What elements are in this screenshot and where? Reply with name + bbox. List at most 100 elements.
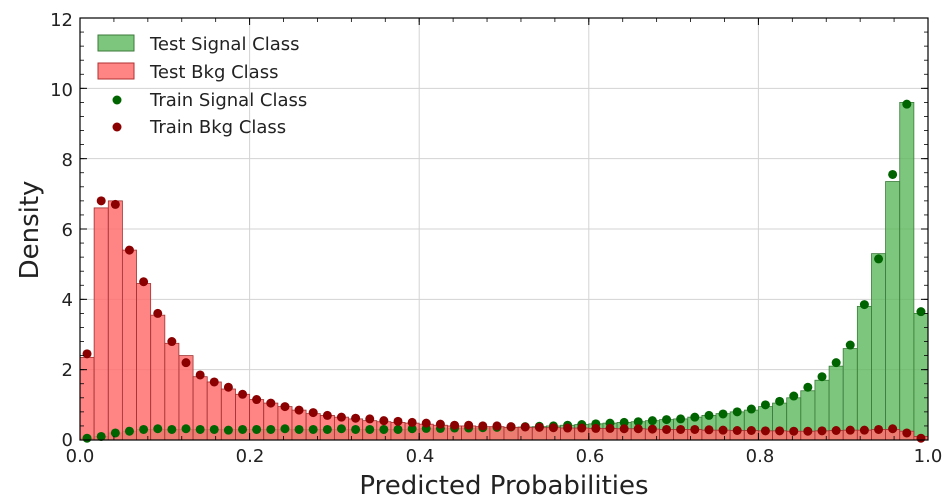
point-train-bkg-7 — [181, 358, 191, 368]
point-train-bkg-32 — [534, 422, 544, 432]
point-train-bkg-41 — [662, 424, 672, 434]
bar-test-signal-58 — [899, 102, 915, 441]
point-train-signal-7 — [181, 424, 191, 434]
legend-marker-train-bkg — [112, 122, 122, 132]
point-train-signal-56 — [874, 254, 884, 264]
point-train-signal-0 — [82, 433, 92, 443]
point-train-bkg-24 — [421, 418, 431, 428]
point-train-signal-9 — [209, 424, 219, 434]
y-tick-label-4: 8 — [62, 150, 73, 171]
point-train-signal-52 — [817, 372, 827, 382]
point-train-signal-8 — [195, 424, 205, 434]
bar-test-signal-57 — [885, 181, 901, 441]
point-train-signal-45 — [718, 409, 728, 419]
y-tick-label-1: 2 — [62, 360, 73, 381]
point-train-signal-20 — [365, 424, 375, 434]
x-tick-label-0: 0.0 — [66, 446, 95, 467]
point-train-bkg-2 — [110, 199, 120, 209]
point-train-signal-48 — [760, 400, 770, 410]
legend-label-train-bkg: Train Bkg Class — [149, 117, 286, 138]
point-train-signal-50 — [789, 391, 799, 401]
x-tick-label-3: 0.6 — [576, 446, 605, 467]
point-train-signal-5 — [153, 424, 163, 434]
point-train-bkg-52 — [817, 426, 827, 436]
point-train-bkg-43 — [690, 424, 700, 434]
point-train-signal-55 — [859, 300, 869, 310]
legend-label-test-signal: Test Signal Class — [149, 34, 300, 55]
point-train-signal-15 — [294, 424, 304, 434]
point-train-bkg-26 — [450, 420, 460, 430]
point-train-signal-21 — [379, 424, 389, 434]
point-train-bkg-47 — [746, 426, 756, 436]
x-axis-label: Predicted Probabilities — [359, 471, 648, 498]
axis-ticks — [79, 17, 929, 441]
point-train-signal-44 — [704, 410, 714, 420]
bar-test-bkg-2 — [107, 200, 123, 441]
point-train-bkg-8 — [195, 370, 205, 380]
point-train-bkg-39 — [633, 424, 643, 434]
point-train-signal-4 — [139, 424, 149, 434]
point-train-bkg-11 — [238, 389, 248, 399]
point-train-bkg-44 — [704, 425, 714, 435]
point-train-bkg-59 — [916, 433, 926, 443]
legend-swatch-test-signal — [97, 34, 135, 52]
point-train-bkg-35 — [577, 423, 587, 433]
point-train-bkg-4 — [139, 277, 149, 287]
point-train-bkg-5 — [153, 308, 163, 318]
point-train-bkg-15 — [294, 405, 304, 415]
point-train-signal-49 — [775, 396, 785, 406]
point-train-bkg-37 — [605, 423, 615, 433]
bar-test-signal-55 — [856, 305, 872, 441]
bar-test-bkg-3 — [121, 249, 137, 441]
y-tick-label-5: 10 — [50, 80, 73, 101]
point-train-signal-47 — [746, 404, 756, 414]
bar-test-bkg-4 — [136, 283, 152, 441]
point-train-bkg-30 — [506, 422, 516, 432]
point-train-bkg-57 — [888, 424, 898, 434]
point-train-bkg-10 — [223, 382, 233, 392]
point-train-signal-10 — [223, 425, 233, 435]
point-train-signal-13 — [266, 424, 276, 434]
y-axis-label: Density — [15, 181, 45, 280]
x-tick-label-5: 1.0 — [914, 446, 943, 467]
x-tick-label-1: 0.2 — [236, 446, 265, 467]
point-train-bkg-33 — [548, 423, 558, 433]
point-train-bkg-53 — [831, 426, 841, 436]
point-train-bkg-25 — [435, 419, 445, 429]
bar-test-bkg-13 — [263, 402, 279, 441]
bar-test-bkg-1 — [93, 207, 109, 441]
point-train-signal-53 — [831, 358, 841, 368]
point-train-signal-17 — [322, 424, 332, 434]
y-tick-label-2: 4 — [62, 290, 73, 311]
point-train-bkg-0 — [82, 349, 92, 359]
bar-test-bkg-5 — [150, 314, 166, 441]
point-train-bkg-1 — [96, 196, 106, 206]
point-train-bkg-6 — [167, 337, 177, 347]
point-train-bkg-17 — [322, 410, 332, 420]
point-train-bkg-51 — [803, 426, 813, 436]
point-train-signal-39 — [633, 417, 643, 427]
point-train-bkg-29 — [492, 421, 502, 431]
point-train-signal-2 — [110, 428, 120, 438]
point-train-bkg-58 — [902, 428, 912, 438]
point-train-signal-40 — [647, 416, 657, 426]
x-tick-label-4: 0.8 — [746, 446, 775, 467]
point-train-bkg-13 — [266, 398, 276, 408]
point-train-bkg-19 — [351, 413, 361, 423]
point-train-bkg-49 — [775, 426, 785, 436]
point-train-bkg-56 — [874, 424, 884, 434]
legend-marker-train-signal — [112, 95, 122, 105]
legend-label-test-bkg: Test Bkg Class — [149, 62, 278, 83]
point-train-bkg-18 — [336, 412, 346, 422]
point-train-bkg-20 — [365, 414, 375, 424]
point-train-bkg-3 — [124, 245, 134, 255]
bar-test-signal-59 — [913, 312, 929, 441]
legend: Test Signal Class Test Bkg Class Train S… — [97, 34, 307, 138]
point-train-bkg-42 — [676, 424, 686, 434]
point-train-bkg-23 — [407, 417, 417, 427]
point-train-bkg-46 — [732, 426, 742, 436]
point-train-bkg-12 — [252, 395, 262, 405]
point-train-bkg-50 — [789, 426, 799, 436]
point-train-signal-46 — [732, 407, 742, 417]
legend-swatch-test-bkg — [97, 62, 135, 80]
